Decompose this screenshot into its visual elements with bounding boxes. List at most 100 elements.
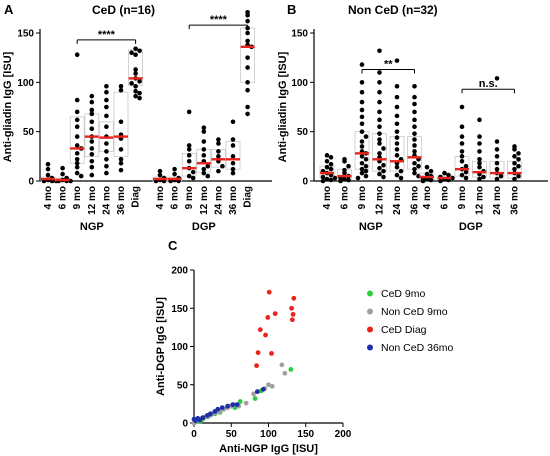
legend-marker-non-ced-9mo [367, 308, 373, 315]
data-point [186, 158, 192, 164]
data-point [186, 173, 192, 179]
data-point [512, 160, 517, 166]
data-point [137, 48, 142, 54]
data-point-non-ced-9mo [269, 383, 275, 389]
data-point-ced-diag [263, 332, 268, 338]
data-point [104, 163, 109, 169]
data-point-ced-diag [257, 327, 263, 333]
x-tick-label: 24 mo [492, 186, 503, 215]
data-point [89, 111, 95, 117]
data-point [157, 172, 163, 178]
data-point [245, 18, 250, 24]
data-point-ced-diag [254, 363, 259, 369]
data-point-non-ced-36mo [234, 402, 240, 408]
data-point [89, 146, 95, 151]
data-point [412, 94, 417, 100]
legend-label-non-ced-36mo: Non CeD 36mo [381, 342, 454, 354]
data-point [359, 121, 365, 127]
y-tick-label: 50 [177, 380, 189, 391]
data-point [442, 170, 447, 176]
data-point [377, 117, 382, 123]
data-point [60, 171, 65, 177]
data-point [463, 175, 469, 181]
legend-label-ced-9mo: CeD 9mo [381, 288, 426, 300]
data-point-non-ced-36mo [219, 405, 225, 411]
data-point [459, 154, 465, 159]
data-point [104, 141, 109, 146]
y-axis-label: Anti-gliadin IgG [ISU] [277, 51, 289, 162]
data-point [516, 173, 521, 179]
data-point [412, 109, 417, 115]
data-point [74, 156, 80, 162]
data-point [245, 12, 250, 18]
x-tick-label: 12 mo [375, 186, 386, 215]
data-point [230, 143, 236, 148]
data-point [346, 163, 351, 169]
data-point [516, 151, 521, 156]
data-point [412, 83, 417, 89]
data-point [201, 125, 207, 131]
data-point [377, 80, 382, 85]
data-point [459, 104, 465, 110]
x-tick-label: 36 mo [228, 186, 239, 215]
data-point [186, 143, 192, 148]
data-point [201, 139, 207, 144]
data-point [359, 154, 365, 159]
x-tick-label: 9 mo [184, 186, 195, 209]
data-point [412, 166, 417, 172]
data-point [230, 170, 236, 176]
y-tick-label: 0 [182, 419, 188, 430]
data-point [412, 143, 417, 148]
data-point [74, 143, 80, 148]
x-tick-label: 4 mo [422, 186, 433, 209]
data-point [78, 173, 84, 179]
data-point [398, 168, 404, 174]
panel-letter-a: A [4, 2, 14, 17]
data-point [245, 55, 250, 60]
data-point [89, 164, 95, 170]
data-point [363, 134, 369, 139]
data-point [172, 166, 177, 172]
data-point [424, 164, 430, 170]
data-point [205, 173, 211, 179]
data-point [516, 156, 521, 162]
data-point-ced-diag [291, 295, 297, 301]
data-point [459, 158, 465, 164]
x-tick-label: 24 mo [213, 186, 224, 215]
data-point [186, 153, 192, 158]
data-point [363, 168, 369, 174]
x-tick-label: 6 mo [340, 186, 351, 209]
data-point [477, 117, 482, 123]
data-point [129, 81, 134, 86]
data-point [394, 135, 400, 140]
data-point [512, 154, 517, 159]
data-point [346, 177, 351, 183]
data-point [118, 87, 124, 93]
y-tick-label: 150 [17, 29, 34, 40]
data-point [137, 95, 142, 101]
x-tick-label: 12 mo [199, 186, 210, 215]
data-point [324, 164, 330, 170]
data-point [89, 99, 95, 105]
data-point [394, 129, 400, 134]
data-point [481, 174, 486, 180]
iqr-box [240, 27, 256, 83]
data-point [359, 139, 365, 144]
data-point [477, 164, 482, 170]
data-point [133, 52, 138, 58]
data-point [104, 89, 109, 95]
data-point [129, 50, 134, 56]
data-point [363, 173, 369, 179]
data-point [137, 90, 142, 96]
data-point [394, 172, 400, 178]
data-point [118, 160, 124, 166]
data-point [428, 177, 434, 183]
y-tick-label: 150 [171, 304, 188, 315]
x-tick-label: Diag [243, 186, 254, 208]
data-point [494, 76, 500, 81]
data-point [230, 160, 236, 166]
data-point [118, 156, 124, 162]
data-point [438, 178, 443, 184]
data-point [104, 149, 109, 154]
